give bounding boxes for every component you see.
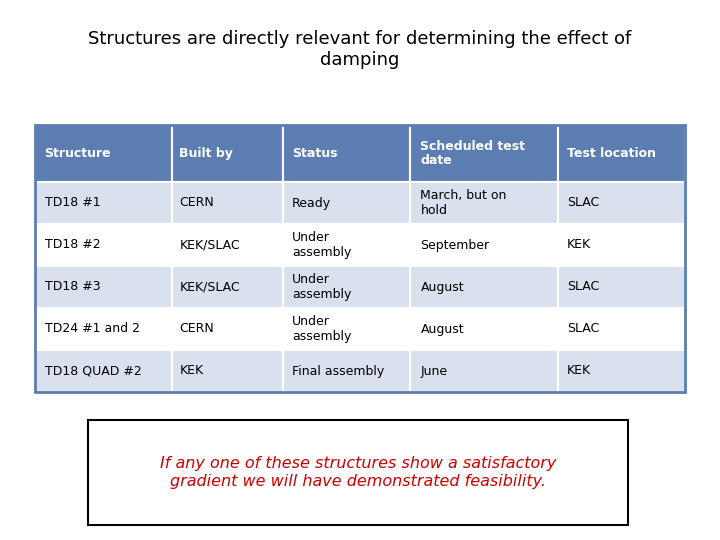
FancyBboxPatch shape <box>35 266 171 308</box>
Text: March, but on
hold: March, but on hold <box>420 189 507 217</box>
Text: June: June <box>420 364 448 377</box>
Text: SLAC: SLAC <box>567 280 599 294</box>
FancyBboxPatch shape <box>410 350 558 392</box>
FancyBboxPatch shape <box>283 182 410 224</box>
FancyBboxPatch shape <box>35 125 171 182</box>
Text: Under
assembly: Under assembly <box>292 231 351 259</box>
FancyBboxPatch shape <box>410 224 558 266</box>
FancyBboxPatch shape <box>410 308 558 350</box>
Text: TD18 #1: TD18 #1 <box>45 197 100 210</box>
FancyBboxPatch shape <box>35 350 171 392</box>
Text: KEK/SLAC: KEK/SLAC <box>179 280 240 294</box>
FancyBboxPatch shape <box>283 125 410 182</box>
FancyBboxPatch shape <box>35 224 171 266</box>
FancyBboxPatch shape <box>283 224 410 266</box>
FancyBboxPatch shape <box>171 308 283 350</box>
FancyBboxPatch shape <box>35 308 171 350</box>
Text: KEK: KEK <box>179 364 204 377</box>
Text: KEK/SLAC: KEK/SLAC <box>179 239 240 252</box>
Text: CERN: CERN <box>179 197 214 210</box>
Text: Final assembly: Final assembly <box>292 364 384 377</box>
FancyBboxPatch shape <box>558 125 685 182</box>
Text: TD18 #2: TD18 #2 <box>45 239 100 252</box>
FancyBboxPatch shape <box>410 125 558 182</box>
Text: Built by: Built by <box>179 147 233 160</box>
Text: SLAC: SLAC <box>567 197 599 210</box>
FancyBboxPatch shape <box>88 420 628 525</box>
FancyBboxPatch shape <box>35 182 171 224</box>
FancyBboxPatch shape <box>171 266 283 308</box>
Text: TD18 #3: TD18 #3 <box>45 280 100 294</box>
FancyBboxPatch shape <box>171 224 283 266</box>
FancyBboxPatch shape <box>558 224 685 266</box>
FancyBboxPatch shape <box>171 350 283 392</box>
FancyBboxPatch shape <box>558 308 685 350</box>
Text: Ready: Ready <box>292 197 331 210</box>
FancyBboxPatch shape <box>283 266 410 308</box>
FancyBboxPatch shape <box>558 182 685 224</box>
Text: August: August <box>420 322 464 335</box>
Text: Under
assembly: Under assembly <box>292 273 351 301</box>
FancyBboxPatch shape <box>410 182 558 224</box>
FancyBboxPatch shape <box>558 266 685 308</box>
Text: Status: Status <box>292 147 338 160</box>
FancyBboxPatch shape <box>171 125 283 182</box>
Text: Test location: Test location <box>567 147 656 160</box>
FancyBboxPatch shape <box>410 266 558 308</box>
Text: KEK: KEK <box>567 239 591 252</box>
FancyBboxPatch shape <box>283 350 410 392</box>
Text: September: September <box>420 239 490 252</box>
FancyBboxPatch shape <box>558 350 685 392</box>
Text: CERN: CERN <box>179 322 214 335</box>
Text: If any one of these structures show a satisfactory
gradient we will have demonst: If any one of these structures show a sa… <box>160 456 556 489</box>
Text: SLAC: SLAC <box>567 322 599 335</box>
FancyBboxPatch shape <box>283 308 410 350</box>
Text: Scheduled test
date: Scheduled test date <box>420 139 526 167</box>
Text: Structure: Structure <box>45 147 111 160</box>
Text: TD18 QUAD #2: TD18 QUAD #2 <box>45 364 141 377</box>
Text: Under
assembly: Under assembly <box>292 315 351 343</box>
Text: TD24 #1 and 2: TD24 #1 and 2 <box>45 322 140 335</box>
Text: August: August <box>420 280 464 294</box>
Text: Structures are directly relevant for determining the effect of
damping: Structures are directly relevant for det… <box>89 30 631 69</box>
FancyBboxPatch shape <box>171 182 283 224</box>
Text: KEK: KEK <box>567 364 591 377</box>
